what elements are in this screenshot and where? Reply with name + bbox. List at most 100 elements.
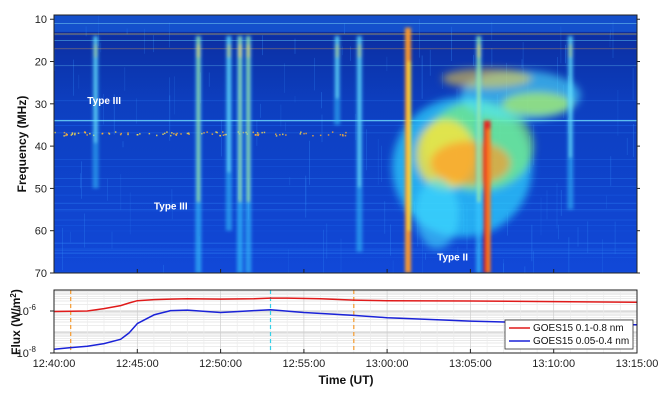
- frequency-tick-label: 30: [35, 99, 47, 111]
- speckle: [300, 131, 302, 133]
- time-axis-label: Time (UT): [318, 373, 373, 387]
- type-iii-burst: [475, 36, 482, 273]
- flux-line-xrs-short: [53, 308, 638, 351]
- speckle: [275, 133, 277, 135]
- burst-core: [94, 36, 97, 143]
- spectrum-frame: [53, 14, 638, 274]
- legend-box: [504, 319, 634, 350]
- speckle: [77, 132, 80, 134]
- burst-peak: [477, 44, 481, 58]
- speckle: [211, 133, 214, 135]
- speckle: [257, 134, 259, 137]
- frequency-tick-label: 70: [35, 268, 47, 280]
- time-tick-label: 12:45:00: [116, 358, 159, 370]
- burst-annotation: Type II: [437, 252, 468, 263]
- burst-layer: [92, 36, 574, 273]
- emission-column: [407, 61, 411, 231]
- speckle: [342, 134, 344, 136]
- speckle: [119, 133, 122, 136]
- speckle: [162, 133, 164, 135]
- speckle: [312, 135, 314, 137]
- speckle: [71, 132, 74, 134]
- burst-peak: [335, 44, 339, 58]
- speckle: [342, 135, 344, 137]
- speckle: [257, 133, 260, 136]
- speckle: [252, 131, 254, 134]
- burst-peak: [568, 44, 572, 58]
- speckle: [203, 132, 205, 134]
- speckle: [108, 132, 110, 134]
- burst-peak: [227, 44, 231, 58]
- time-tick-label: 13:10:00: [532, 358, 575, 370]
- speckle: [345, 131, 347, 134]
- burst-peak: [357, 44, 361, 58]
- speckle: [166, 131, 168, 133]
- burst-core: [569, 36, 572, 158]
- speckle: [327, 134, 330, 136]
- burst-annotations: Type III Type III Type II: [87, 96, 468, 263]
- frequency-tick-label: 10: [35, 14, 47, 26]
- speckle: [256, 132, 259, 134]
- speckle: [171, 132, 173, 134]
- speckle: [139, 133, 141, 135]
- burst-peak: [196, 44, 200, 58]
- type-ii-columns: [405, 27, 491, 273]
- speckle: [242, 131, 245, 134]
- speckle: [215, 131, 217, 133]
- speckle: [263, 131, 266, 134]
- burst-peak: [238, 44, 242, 58]
- legend-label-xrs-short: GOES15 0.05-0.4 nm: [533, 336, 629, 347]
- spectrum-background: [54, 15, 637, 273]
- emission-lobe: [442, 68, 533, 89]
- emission-lobe: [415, 178, 460, 249]
- burst-core: [477, 36, 480, 202]
- speckle: [164, 132, 166, 135]
- speckle: [137, 134, 139, 136]
- speckle: [344, 134, 347, 137]
- speckle: [86, 134, 88, 136]
- speckle: [339, 134, 342, 136]
- speckle: [63, 135, 65, 137]
- speckle: [180, 133, 182, 135]
- speckle: [175, 134, 178, 136]
- radio-spectrum-panel: 10 20 30 40 50 60 70 Type III Type III Type II F…: [15, 14, 640, 280]
- speckle: [206, 131, 208, 133]
- speckle: [187, 132, 190, 134]
- emission-lobe: [430, 141, 511, 185]
- type-iii-burst: [356, 36, 363, 252]
- time-tick-label: 13:00:00: [366, 358, 409, 370]
- speckle: [120, 132, 122, 135]
- speckle: [89, 132, 91, 135]
- type-iii-burst: [195, 36, 202, 273]
- flux-tick-label: 10-6: [17, 303, 37, 318]
- speckle: [219, 135, 221, 137]
- time-tick-label: 12:50:00: [199, 358, 242, 370]
- speckle: [186, 132, 189, 135]
- speckle: [299, 133, 302, 135]
- burst-core: [247, 36, 250, 202]
- speckle: [201, 132, 203, 135]
- flux-axis-label: Flux (W/m2): [9, 289, 23, 355]
- speckle: [216, 131, 218, 134]
- type-iii-burst: [225, 36, 232, 231]
- speckle: [65, 133, 68, 135]
- speckle: [54, 131, 56, 134]
- speckle: [279, 134, 281, 136]
- burst-core: [336, 36, 339, 99]
- flux-series-layer: [53, 297, 638, 351]
- speckle: [175, 133, 177, 136]
- emission-column: [487, 129, 490, 273]
- frequency-tick-label: 20: [35, 57, 47, 69]
- time-tick-label: 13:05:00: [449, 358, 492, 370]
- speckle: [305, 132, 307, 135]
- speckle: [83, 131, 86, 133]
- speckle: [331, 131, 334, 133]
- speckle: [224, 133, 226, 136]
- speckle: [222, 131, 224, 133]
- speckle: [127, 132, 129, 134]
- speckle: [114, 131, 117, 133]
- burst-annotation: Type III: [154, 202, 188, 213]
- speckle: [156, 134, 158, 137]
- frequency-tick-label: 60: [35, 226, 47, 238]
